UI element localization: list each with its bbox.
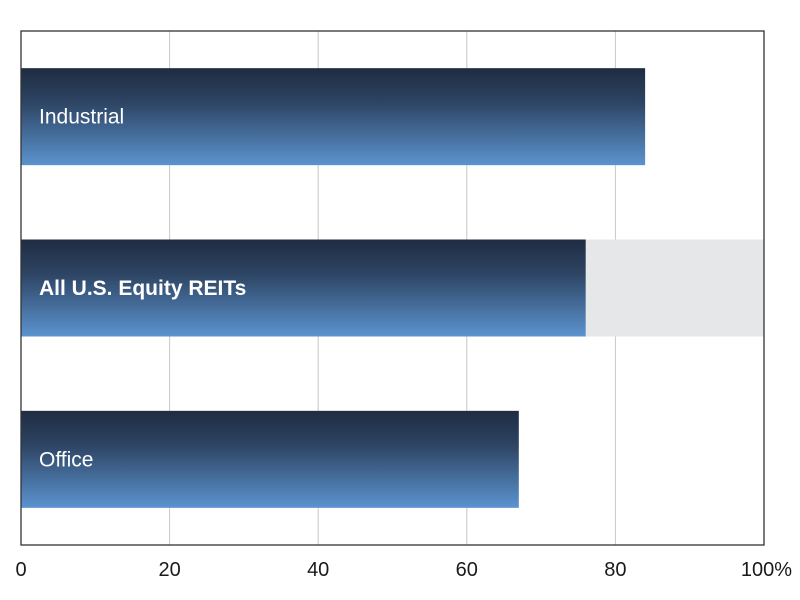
bar-label: All U.S. Equity REITs: [39, 277, 246, 300]
bars: [21, 68, 646, 508]
bar-labels: Industrial All U.S. Equity REITs Office: [39, 106, 246, 472]
bar-office: [21, 410, 519, 508]
bar-all-u-s-equity-reits: [21, 239, 586, 337]
x-tick-label: 80: [604, 559, 626, 581]
x-tick-label: 60: [456, 559, 478, 581]
bar-industrial: [21, 68, 646, 166]
bar-label: Office: [39, 448, 93, 471]
x-tick-label: 40: [307, 559, 329, 581]
x-tick-label: 20: [158, 559, 180, 581]
x-axis-ticks: 0 20 40 60 80 100%: [15, 559, 792, 581]
x-tick-label: 100%: [741, 559, 792, 581]
plot-frame: [20, 30, 765, 546]
bar-label: Industrial: [39, 106, 124, 129]
x-tick-label: 0: [15, 559, 26, 581]
